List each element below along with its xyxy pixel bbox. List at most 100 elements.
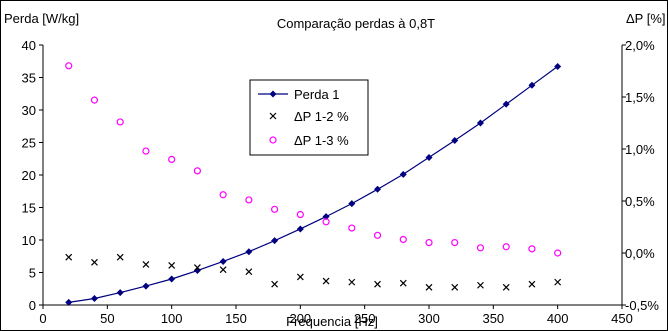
data-point-perda-1 <box>245 248 253 256</box>
y-tick-label: 5 <box>29 266 36 281</box>
data-point-perda-1 <box>451 137 459 145</box>
y-tick-label: 0 <box>29 298 36 313</box>
data-point-dp-1-3 <box>502 243 510 251</box>
legend-label-dp-1-2: ΔP 1-2 % <box>294 109 349 124</box>
data-point-dp-1-3 <box>65 62 73 70</box>
legend-marker-dp-1-2 <box>269 112 277 120</box>
y-tick-label: 30 <box>22 103 36 118</box>
data-point-dp-1-2 <box>554 278 562 286</box>
legend-label-perda-1: Perda 1 <box>294 87 340 102</box>
data-point-dp-1-3 <box>554 249 562 257</box>
data-point-dp-1-3 <box>116 118 124 126</box>
data-point-perda-1 <box>142 282 150 290</box>
data-point-dp-1-2 <box>374 280 381 288</box>
legend-label-dp-1-3: ΔP 1-3 % <box>294 133 349 148</box>
y2-tick-label: 2,0% <box>625 38 655 53</box>
legend: Perda 1 ΔP 1-2 % ΔP 1-3 % <box>249 79 369 156</box>
y-tick-label: 10 <box>22 233 36 248</box>
data-point-dp-1-2 <box>142 261 150 268</box>
data-point-perda-1 <box>476 119 484 127</box>
data-point-perda-1 <box>425 153 433 161</box>
data-point-dp-1-2 <box>502 283 510 291</box>
x-tick-label: 450 <box>611 311 633 326</box>
data-point-dp-1-2 <box>116 253 124 261</box>
x-tick-label: 100 <box>161 311 183 326</box>
data-point-dp-1-2 <box>322 277 330 285</box>
legend-marker-dp-1-3 <box>269 136 277 144</box>
data-point-dp-1-3 <box>193 167 201 175</box>
data-point-dp-1-3 <box>90 96 99 104</box>
data-point-dp-1-2 <box>65 253 73 261</box>
data-point-dp-1-3 <box>528 245 536 253</box>
x-tick-label: 150 <box>225 311 247 326</box>
data-point-dp-1-3 <box>322 218 330 226</box>
y-tick-label: 35 <box>22 71 36 86</box>
series-line-perda-1 <box>68 65 559 303</box>
data-point-dp-1-3 <box>296 210 304 219</box>
data-point-dp-1-2 <box>219 266 227 274</box>
data-point-perda-1 <box>348 200 356 208</box>
data-point-perda-1 <box>219 257 227 265</box>
data-point-dp-1-2 <box>348 278 356 286</box>
data-point-dp-1-3 <box>219 191 227 199</box>
data-point-perda-1 <box>374 185 382 193</box>
data-point-perda-1 <box>322 213 330 221</box>
y-tick-label: 15 <box>22 201 36 216</box>
x-tick-label: 350 <box>482 311 504 326</box>
y2-tick-label: -0,5% <box>625 298 659 313</box>
x-axis-label: Frequencia [Hz] <box>286 314 378 329</box>
data-point-dp-1-2 <box>245 268 253 276</box>
data-point-dp-1-3 <box>142 147 150 155</box>
data-point-dp-1-3 <box>373 231 382 239</box>
x-tick-label: 200 <box>289 311 311 326</box>
data-point-perda-1 <box>399 170 407 178</box>
data-point-dp-1-2 <box>91 258 98 266</box>
data-point-perda-1 <box>116 289 124 297</box>
y-axis-label: Perda [W/kg] <box>4 11 79 26</box>
y2-axis-label: ΔP [%] <box>626 11 666 26</box>
x-tick-label: 400 <box>547 311 569 326</box>
data-point-dp-1-3 <box>245 196 253 204</box>
data-point-perda-1 <box>502 100 510 108</box>
data-point-dp-1-2 <box>168 262 176 269</box>
data-point-dp-1-3 <box>476 244 485 252</box>
data-point-dp-1-2 <box>296 273 304 281</box>
y2-tick-label: 1,5% <box>625 90 655 105</box>
y-tick-label: 20 <box>22 168 36 183</box>
data-point-dp-1-2 <box>425 283 433 291</box>
legend-box <box>249 79 369 156</box>
data-point-perda-1 <box>90 295 98 302</box>
data-point-dp-1-3 <box>399 235 407 244</box>
data-point-perda-1 <box>296 225 304 233</box>
data-point-dp-1-2 <box>477 281 484 289</box>
data-point-perda-1 <box>554 62 562 70</box>
data-point-dp-1-3 <box>451 239 459 247</box>
x-tick-label: 300 <box>418 311 440 326</box>
data-point-dp-1-2 <box>271 280 279 288</box>
plot-area: 0 50 100 150 200 250 300 350 400 450 0 5 10 15 20 25 30 3… <box>22 38 660 326</box>
data-point-perda-1 <box>271 237 279 245</box>
data-point-perda-1 <box>168 275 176 283</box>
data-point-dp-1-3 <box>348 224 356 232</box>
data-point-dp-1-3 <box>271 205 279 213</box>
data-point-dp-1-2 <box>528 280 536 288</box>
data-point-perda-1 <box>65 298 73 306</box>
y-tick-label: 40 <box>22 38 36 53</box>
y2-tick-label: 0,5% <box>625 194 655 209</box>
y2-tick-label: 1,0% <box>625 142 655 157</box>
chart-title: Comparação perdas à 0,8T <box>277 16 435 31</box>
legend-marker-perda-1 <box>269 90 277 98</box>
y-tick-label: 25 <box>22 136 36 151</box>
x-tick-label: 0 <box>39 311 46 326</box>
y2-tick-label: 0,0% <box>625 246 655 261</box>
data-point-dp-1-3 <box>425 239 433 247</box>
data-point-dp-1-3 <box>168 155 176 163</box>
data-point-dp-1-2 <box>451 283 459 291</box>
x-tick-label: 250 <box>354 311 376 326</box>
data-point-dp-1-2 <box>193 264 201 271</box>
data-point-dp-1-2 <box>399 279 407 287</box>
data-point-perda-1 <box>528 81 536 89</box>
x-tick-label: 50 <box>100 311 114 326</box>
